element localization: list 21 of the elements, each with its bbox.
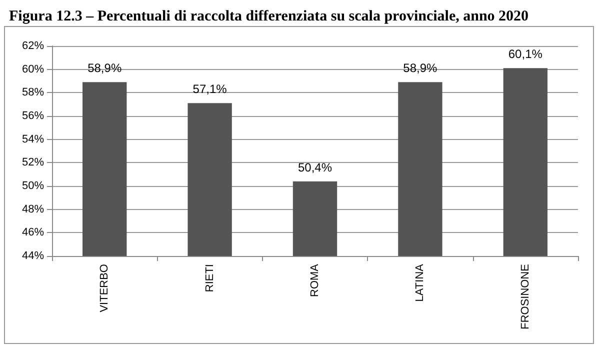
y-tick-label: 50% (22, 180, 44, 192)
x-tick-label: RIETI (204, 264, 216, 292)
data-label: 58,9% (88, 61, 122, 76)
y-tick-label: 54% (22, 133, 44, 146)
data-label: 58,9% (403, 61, 438, 76)
x-tick-label: VITERBO (98, 264, 111, 312)
y-tick-label: 52% (22, 156, 44, 169)
y-tick-label: 44% (22, 250, 44, 262)
y-tick-label: 58% (22, 86, 44, 99)
x-tick-label: FROSINONE (519, 264, 532, 330)
x-tick-label: LATINA (414, 263, 426, 302)
y-tick-label: 48% (22, 203, 44, 216)
y-tick-label: 60% (22, 63, 44, 76)
data-label: 60,1% (508, 47, 543, 62)
data-label: 57,1% (192, 82, 228, 96)
y-tick-label: 56% (22, 110, 44, 122)
chart-title: Figura 12.3 – Percentuali di raccolta differenziata su scala provinciale, anno 2020 (9, 8, 529, 24)
y-tick-label: 46% (22, 226, 44, 239)
data-label: 50,4% (298, 160, 332, 174)
x-tick-label: ROMA (309, 263, 321, 297)
y-tick-label: 62% (22, 40, 44, 52)
